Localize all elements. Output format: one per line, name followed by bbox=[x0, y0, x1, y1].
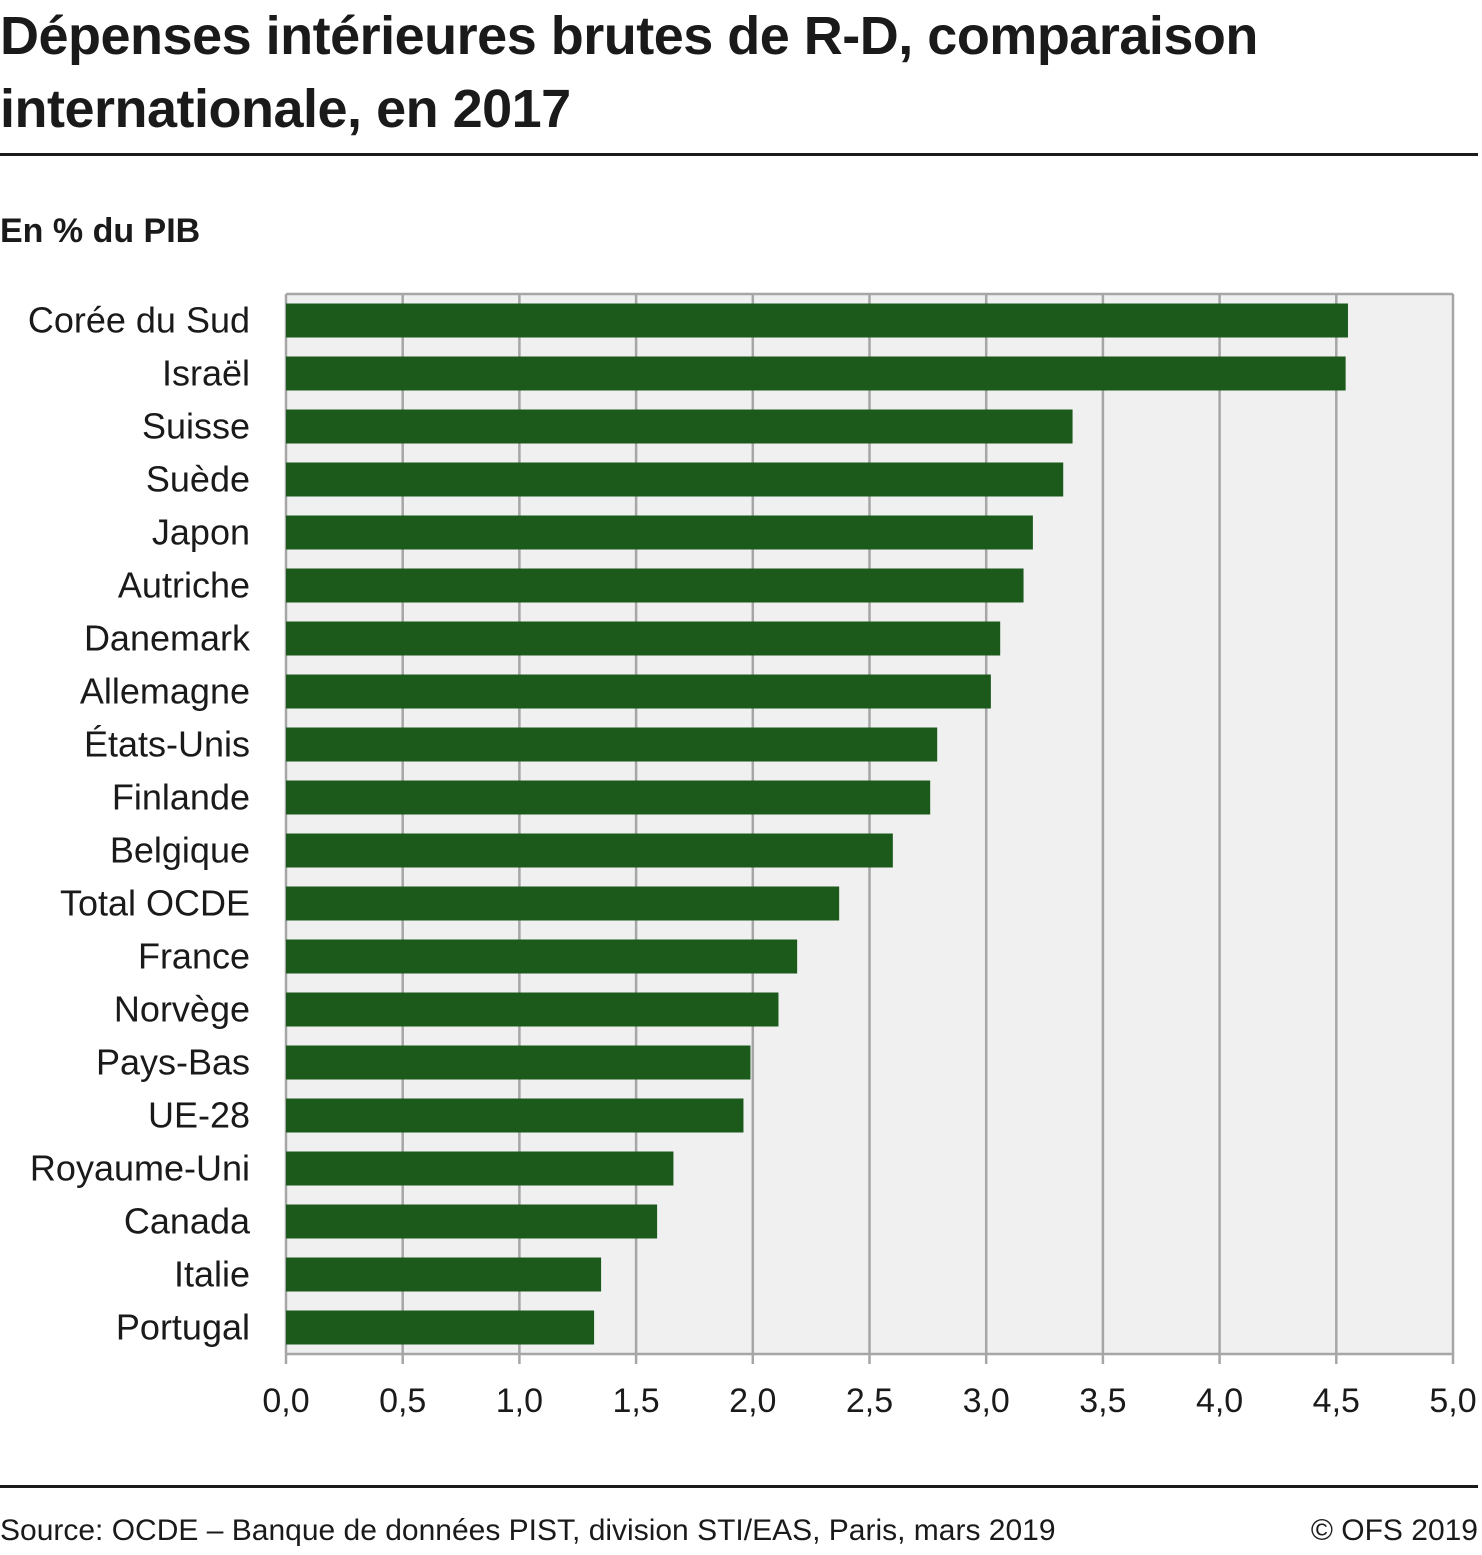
category-label: Italie bbox=[174, 1254, 250, 1295]
chart-title: Dépenses intérieures brutes de R-D, comp… bbox=[0, 6, 1258, 139]
unit-label: En % du PIB bbox=[0, 212, 201, 250]
category-label: États-Unis bbox=[84, 724, 250, 765]
bar bbox=[286, 515, 1033, 550]
category-label: Allemagne bbox=[80, 671, 250, 712]
x-tick-label: 3,0 bbox=[963, 1382, 1010, 1420]
category-label: Portugal bbox=[116, 1307, 250, 1348]
bar bbox=[286, 992, 779, 1027]
x-tick-label: 0,0 bbox=[262, 1382, 309, 1420]
bar bbox=[286, 568, 1024, 603]
category-label: France bbox=[138, 936, 250, 977]
footer-divider bbox=[0, 1485, 1478, 1488]
x-tick-label: 3,5 bbox=[1079, 1382, 1126, 1420]
category-label: Pays-Bas bbox=[96, 1042, 250, 1083]
x-tick-label: 1,5 bbox=[612, 1382, 659, 1420]
bar bbox=[286, 1310, 595, 1345]
source-note: Source: OCDE – Banque de données PIST, d… bbox=[0, 1514, 1056, 1547]
bar bbox=[286, 409, 1073, 444]
x-tick-label: 1,0 bbox=[496, 1382, 543, 1420]
bar bbox=[286, 1045, 751, 1080]
bar-chart: 0,0 0,5 1,0 1,5 2,0 2,5 3,0 3,5 4,0 4,5 5,0 Corée d… bbox=[28, 292, 1477, 1420]
category-label: Total OCDE bbox=[60, 883, 250, 924]
x-tick-label: 2,0 bbox=[729, 1382, 776, 1420]
category-label: Belgique bbox=[110, 830, 250, 871]
category-label: Japon bbox=[152, 512, 250, 553]
category-label: Suède bbox=[146, 459, 250, 500]
category-label: Suisse bbox=[142, 406, 250, 447]
category-label: Royaume-Uni bbox=[30, 1148, 250, 1189]
category-label: Norvège bbox=[114, 989, 250, 1030]
bar bbox=[286, 1151, 674, 1186]
bar bbox=[286, 621, 1001, 656]
category-label: UE-28 bbox=[148, 1095, 250, 1136]
bar bbox=[286, 939, 798, 974]
bar bbox=[286, 674, 991, 709]
copyright-note: © OFS 2019 bbox=[1310, 1514, 1478, 1547]
bar bbox=[286, 1098, 744, 1133]
category-label: Finlande bbox=[112, 777, 250, 818]
bar bbox=[286, 833, 893, 868]
x-tick-label: 0,5 bbox=[379, 1382, 426, 1420]
x-tick-label: 2,5 bbox=[846, 1382, 893, 1420]
x-tick-label: 4,5 bbox=[1313, 1382, 1360, 1420]
bar bbox=[286, 356, 1346, 391]
bar bbox=[286, 886, 840, 921]
category-label: Israël bbox=[162, 353, 250, 394]
category-label: Canada bbox=[124, 1201, 251, 1242]
bar bbox=[286, 1204, 658, 1239]
title-divider bbox=[0, 153, 1478, 156]
bar bbox=[286, 727, 938, 762]
category-label: Corée du Sud bbox=[28, 300, 250, 341]
x-tick-label: 5,0 bbox=[1429, 1382, 1476, 1420]
category-label: Autriche bbox=[118, 565, 250, 606]
bar bbox=[286, 1257, 602, 1292]
category-label: Danemark bbox=[84, 618, 251, 659]
bar bbox=[286, 780, 931, 815]
bar bbox=[286, 462, 1064, 497]
x-tick-label: 4,0 bbox=[1196, 1382, 1243, 1420]
bar bbox=[286, 303, 1348, 338]
